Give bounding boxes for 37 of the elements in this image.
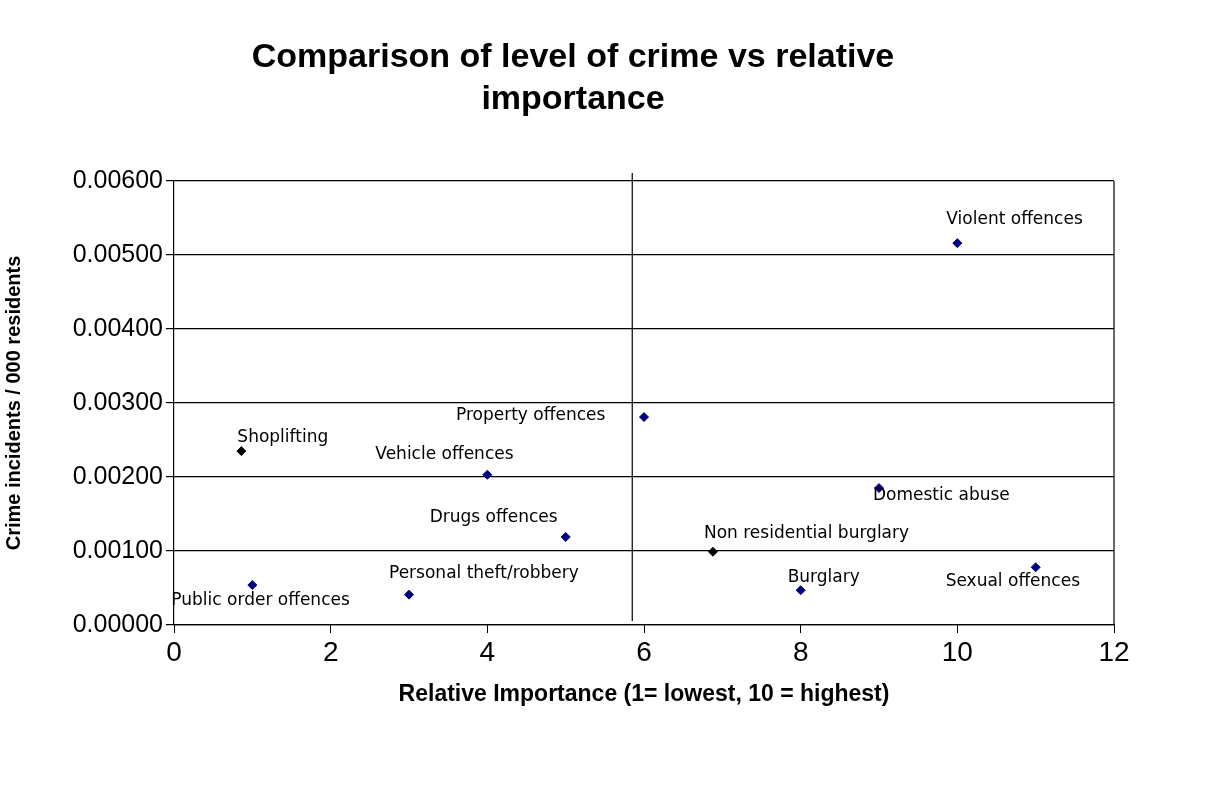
point xyxy=(639,412,649,423)
point xyxy=(247,580,258,591)
x-tick-label: 2 xyxy=(322,635,339,667)
y-tick-label: 0.00300 xyxy=(72,386,163,415)
annotation: Vehicle offences xyxy=(375,443,514,464)
x-axis-title: Relative Importance (1= lowest, 10 = highest) xyxy=(398,679,890,706)
point xyxy=(707,546,718,557)
point xyxy=(1030,562,1041,573)
y-tick-label: 0.00500 xyxy=(72,238,163,267)
annotation: Burglary xyxy=(787,565,860,586)
annotation: Shoplifting xyxy=(237,425,329,446)
y-tick-label: 0.00100 xyxy=(72,534,163,563)
y-tick-label: 0.00600 xyxy=(72,164,163,193)
annotation: Personal theft/robbery xyxy=(389,562,579,583)
point xyxy=(952,238,963,249)
annotation: Domestic abuse xyxy=(873,483,1010,504)
chart-title: Comparison of level of crime vs relative importance xyxy=(251,36,895,117)
point xyxy=(236,446,247,457)
annotation: Violent offences xyxy=(946,207,1083,228)
y-tick-label: 0.00000 xyxy=(72,608,163,637)
x-tick-label: 8 xyxy=(792,635,809,667)
x-tick-label: 6 xyxy=(636,635,652,667)
annotation: Drugs offences xyxy=(429,506,558,527)
point xyxy=(560,531,571,542)
annotation: Property offences xyxy=(456,404,606,425)
annotation: Non residential burglary xyxy=(703,522,910,543)
point xyxy=(795,585,806,596)
y-axis-title: Crime incidents / 000 residents xyxy=(1,255,24,551)
annotation: Sexual offences xyxy=(945,569,1081,590)
y-tick-label: 0.00200 xyxy=(72,460,163,489)
y-tick-label: 0.00400 xyxy=(72,312,163,341)
x-tick-label: 0 xyxy=(166,635,182,667)
x-tick-label: 4 xyxy=(479,635,496,667)
x-tick-label: 10 xyxy=(941,635,973,667)
point xyxy=(482,469,493,480)
x-tick-label: 12 xyxy=(1098,635,1130,667)
point xyxy=(404,589,414,600)
